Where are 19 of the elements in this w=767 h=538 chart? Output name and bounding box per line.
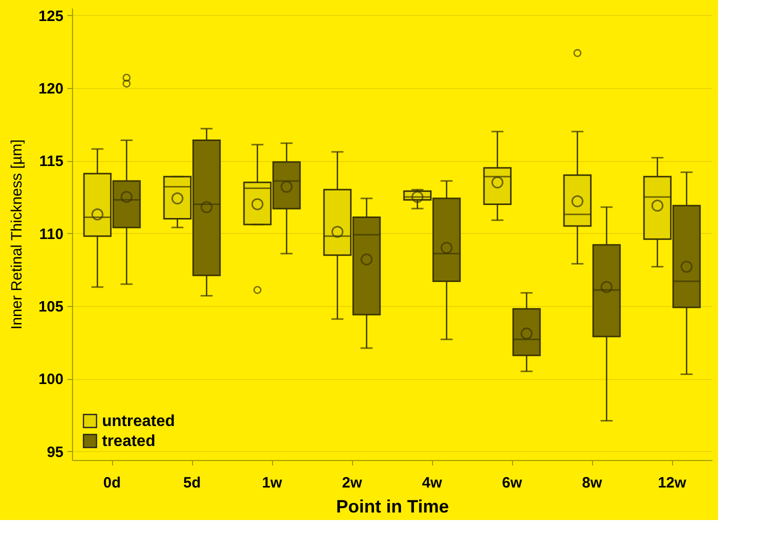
y-tick-label: 120 — [38, 80, 64, 98]
x-tick-label: 6w — [502, 474, 522, 492]
y-tick-label: 105 — [38, 298, 64, 316]
x-tick-label: 8w — [582, 474, 602, 492]
y-tick-label: 95 — [46, 444, 64, 461]
x-tick-label: 4w — [422, 474, 442, 492]
y-tick-label: 115 — [39, 153, 64, 170]
y-tick-label: 125 — [38, 8, 64, 25]
x-tick-label: 12w — [658, 474, 687, 492]
x-tick-label: 1w — [262, 474, 282, 492]
legend-label: treated — [102, 433, 156, 450]
legend-label: untreated — [102, 413, 175, 430]
x-tick-label: 0d — [103, 474, 121, 492]
y-tick-label: 100 — [38, 371, 64, 388]
y-axis-title: Inner Retinal Thickness [µm] — [8, 139, 26, 330]
x-axis-title: Point in Time — [336, 496, 449, 516]
x-tick-label: 5d — [183, 474, 201, 492]
x-tick-label: 2w — [342, 474, 362, 492]
y-tick-label: 110 — [39, 226, 64, 243]
